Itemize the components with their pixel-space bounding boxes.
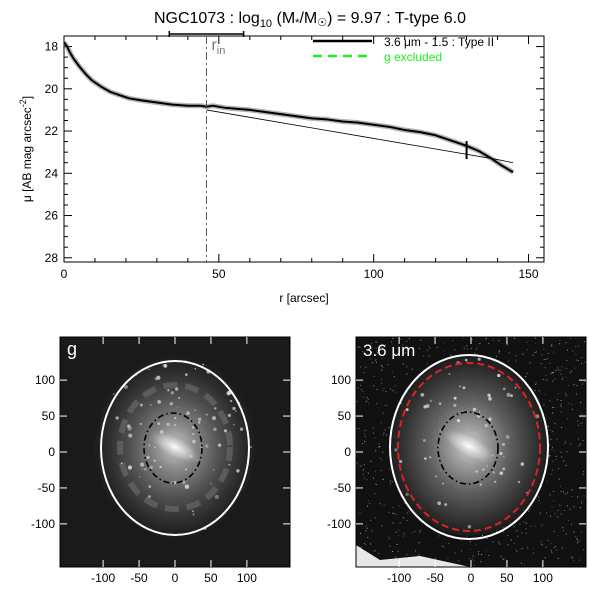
- g-band-label: g: [67, 339, 77, 359]
- g-band-y-tick-label: 0: [48, 445, 55, 459]
- irac-y-tick-label: 50: [338, 409, 352, 423]
- profile-annotations: rin: [168, 31, 468, 262]
- profile-uncertainty-band: [64, 40, 515, 175]
- irac-dashed-ellipse: [397, 362, 541, 532]
- x-tick-label: 50: [212, 267, 226, 281]
- x-tick-label: 100: [364, 267, 384, 281]
- g-band-x-tick-label: 100: [237, 571, 257, 585]
- g-band-y-tick-label: -100: [31, 517, 55, 531]
- profile-outer-fit-line: [206, 109, 514, 164]
- irac-x-tick-label: 0: [468, 571, 475, 585]
- x-tick-label: 150: [519, 267, 539, 281]
- g-band-image: [60, 337, 290, 567]
- g-band-inner-ellipse: [143, 412, 203, 484]
- irac-x-tick-label: -50: [426, 571, 444, 585]
- irac-y-tick-label: 100: [331, 373, 351, 387]
- g-band-y-tick-label: -50: [38, 481, 56, 495]
- irac-image: [356, 337, 586, 567]
- irac-band-label: 3.6 μm: [363, 341, 415, 360]
- profile-axis-ticks: 0 50 100 150 18 20 22 24 26 28: [45, 36, 544, 281]
- irac-inner-ellipse: [437, 411, 499, 485]
- g-band-axis-ticks: -100 -50 0 50 100 100 50 0 -50 -100: [31, 337, 290, 585]
- irac-y-tick-label: -100: [327, 517, 351, 531]
- x-tick-label: 0: [61, 267, 68, 281]
- legend: 3.6 μm - 1.5 : Type II g excluded: [313, 35, 494, 64]
- g-band-y-tick-label: 50: [42, 409, 56, 423]
- irac-y-tick-label: -50: [334, 481, 352, 495]
- figure-title: NGC1073 : log10 (M*/M☉) = 9.97 : T-type …: [154, 10, 466, 30]
- profile-lines: [64, 40, 515, 175]
- irac-x-tick-label: 100: [533, 571, 553, 585]
- y-tick-label: 26: [45, 209, 59, 223]
- y-tick-label: 28: [45, 251, 59, 265]
- irac-y-tick-label: 0: [344, 445, 351, 459]
- y-tick-label: 22: [45, 124, 59, 138]
- legend-label-g-excluded: g excluded: [384, 50, 442, 64]
- x-axis-label: r [arcsec]: [279, 291, 328, 305]
- y-tick-label: 18: [45, 40, 59, 54]
- irac-outer-ellipse: [389, 354, 549, 540]
- irac-x-tick-label: 50: [500, 571, 514, 585]
- profile-line-irac: [64, 41, 514, 174]
- g-band-y-tick-label: 100: [35, 373, 55, 387]
- g-band-x-tick-label: 50: [204, 571, 218, 585]
- y-tick-label: 24: [45, 166, 59, 180]
- y-axis-label: μ [AB mag arcsec-2]: [18, 96, 34, 202]
- g-band-x-tick-label: 0: [172, 571, 179, 585]
- g-band-outer-ellipse: [100, 360, 250, 536]
- y-tick-label: 20: [45, 82, 59, 96]
- profile-plot-frame: [63, 35, 545, 263]
- g-band-x-tick-label: -50: [130, 571, 148, 585]
- irac-axis-ticks: -100 -50 0 50 100 100 50 0 -50 -100: [327, 337, 586, 585]
- irac-x-tick-label: -100: [387, 571, 411, 585]
- legend-label-irac: 3.6 μm - 1.5 : Type II: [384, 35, 494, 49]
- g-band-x-tick-label: -100: [91, 571, 115, 585]
- r-in-label: rin: [211, 37, 225, 57]
